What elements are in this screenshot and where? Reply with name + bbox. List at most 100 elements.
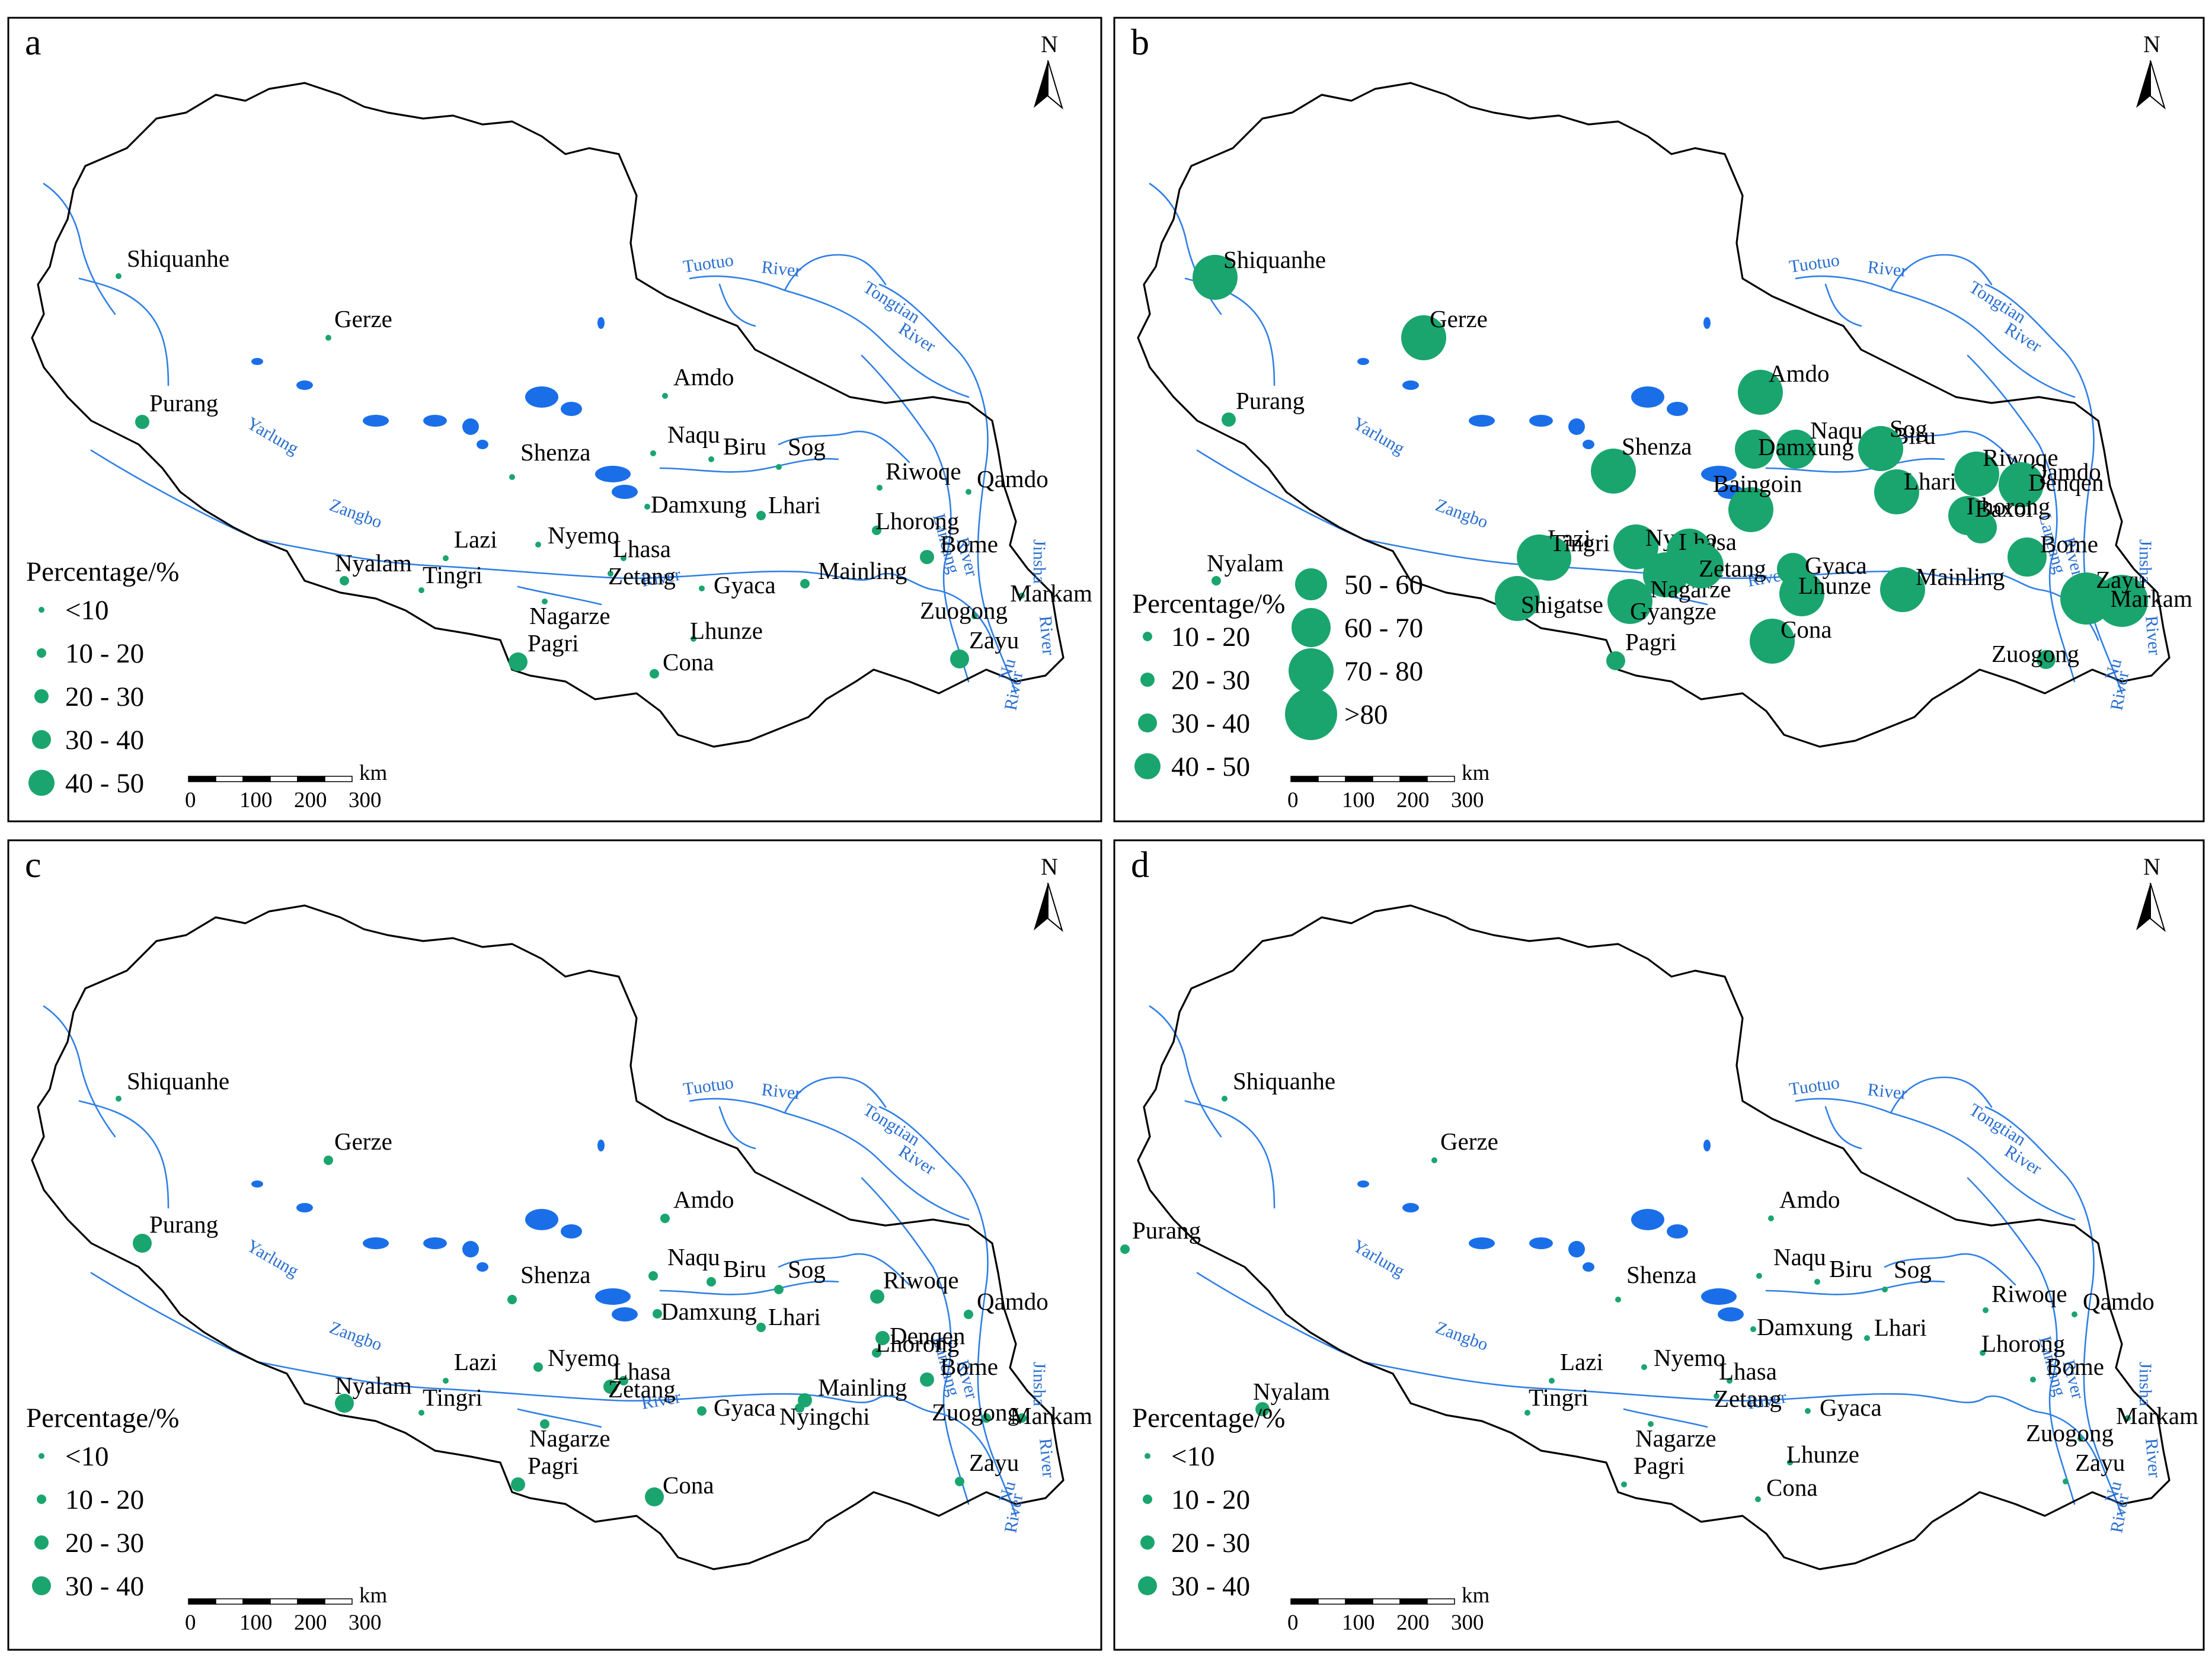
station-marker[interactable]: Nagarze: [529, 599, 610, 629]
station-dot[interactable]: [707, 1277, 716, 1287]
station-marker[interactable]: Nagarze: [529, 1419, 610, 1452]
station-dot[interactable]: [800, 579, 810, 588]
station-dot[interactable]: [691, 636, 696, 642]
station-dot[interactable]: [971, 613, 977, 619]
station-marker[interactable]: Biru: [707, 1255, 766, 1287]
station-marker[interactable]: Purang: [133, 1211, 218, 1253]
station-dot[interactable]: [2077, 1436, 2083, 1442]
station-marker[interactable]: Zuogong: [1992, 640, 2079, 669]
station-dot[interactable]: [603, 1380, 618, 1394]
station-dot[interactable]: [776, 464, 782, 470]
station-marker[interactable]: Sog: [774, 1256, 826, 1294]
station-marker[interactable]: Zetang: [1714, 1385, 1782, 1412]
station-marker[interactable]: Lhunze: [1779, 571, 1871, 616]
station-dot[interactable]: [1776, 430, 1815, 469]
station-dot[interactable]: [756, 1323, 766, 1332]
station-marker[interactable]: Amdo: [1738, 360, 1830, 415]
station-dot[interactable]: [1524, 1410, 1530, 1416]
station-dot[interactable]: [135, 415, 149, 429]
station-dot[interactable]: [1641, 1364, 1647, 1370]
station-dot[interactable]: [920, 1372, 934, 1387]
station-marker[interactable]: Lhunze: [1786, 1441, 1859, 1468]
station-dot[interactable]: [2002, 465, 2041, 504]
station-dot[interactable]: [1648, 1421, 1654, 1427]
station-dot[interactable]: [1222, 412, 1236, 427]
station-marker[interactable]: Denqen: [875, 1322, 966, 1349]
station-marker[interactable]: Gerze: [1431, 1128, 1498, 1163]
station-marker[interactable]: Lhorong: [872, 507, 959, 535]
station-dot[interactable]: [955, 1477, 964, 1486]
station-dot[interactable]: [1980, 1350, 1986, 1356]
station-marker[interactable]: Riwoqe: [870, 1266, 959, 1304]
station-dot[interactable]: [507, 1295, 517, 1304]
station-marker[interactable]: Zayu: [955, 1449, 1019, 1486]
station-marker[interactable]: Zayu: [950, 626, 1019, 668]
station-dot[interactable]: [964, 1310, 973, 1319]
station-dot[interactable]: [443, 1378, 449, 1384]
station-dot[interactable]: [1864, 1335, 1870, 1341]
station-dot[interactable]: [1814, 1279, 1820, 1285]
station-dot[interactable]: [2037, 650, 2056, 669]
station-marker[interactable]: Cona: [1750, 616, 1832, 664]
station-dot[interactable]: [870, 1289, 884, 1304]
station-marker[interactable]: Lazi: [1549, 1348, 1603, 1384]
station-dot[interactable]: [1607, 579, 1652, 624]
station-dot[interactable]: [877, 485, 883, 491]
station-marker[interactable]: Gyaca: [1777, 552, 1867, 585]
station-dot[interactable]: [1679, 543, 1724, 588]
station-dot[interactable]: [340, 576, 349, 585]
station-marker[interactable]: Nyemo: [535, 521, 619, 549]
station-dot[interactable]: [1779, 571, 1824, 616]
station-marker[interactable]: Zayu: [2063, 1449, 2125, 1484]
station-dot[interactable]: [540, 1419, 549, 1429]
station-marker[interactable]: Zayu: [2060, 566, 2146, 625]
station-dot[interactable]: [920, 550, 934, 564]
station-marker[interactable]: Cona: [645, 1471, 714, 1506]
station-dot[interactable]: [418, 587, 424, 593]
station-marker[interactable]: Lhasa: [613, 1358, 671, 1385]
station-marker[interactable]: Tingri: [1526, 529, 1610, 581]
station-dot[interactable]: [1750, 1326, 1756, 1332]
station-dot[interactable]: [509, 474, 515, 480]
station-marker[interactable]: Purang: [1222, 387, 1305, 427]
station-dot[interactable]: [872, 526, 881, 535]
station-marker[interactable]: Pagri: [1606, 628, 1677, 670]
station-dot[interactable]: [1615, 1297, 1621, 1303]
station-marker[interactable]: Nyalam: [1207, 549, 1284, 585]
station-marker[interactable]: Mainling: [798, 1374, 907, 1407]
station-dot[interactable]: [2030, 1377, 2036, 1383]
station-marker[interactable]: Bome: [2030, 1353, 2104, 1383]
station-dot[interactable]: [619, 1376, 628, 1385]
station-dot[interactable]: [1222, 1096, 1228, 1102]
station-dot[interactable]: [2008, 537, 2047, 577]
station-marker[interactable]: Shenza: [507, 1261, 590, 1304]
station-dot[interactable]: [1714, 1393, 1719, 1399]
station-dot[interactable]: [650, 450, 656, 456]
station-marker[interactable]: Gerze: [325, 305, 392, 341]
station-dot[interactable]: [1591, 449, 1636, 494]
station-marker[interactable]: Nyalam: [335, 549, 412, 585]
station-dot[interactable]: [1727, 1378, 1732, 1384]
station-marker[interactable]: Tingri: [1524, 1384, 1588, 1416]
station-marker[interactable]: Amdo: [662, 363, 734, 399]
station-marker[interactable]: Zuogong: [2026, 1419, 2114, 1447]
station-dot[interactable]: [1735, 430, 1774, 469]
station-marker[interactable]: Damxung: [1735, 430, 1854, 469]
station-dot[interactable]: [1983, 1307, 1989, 1313]
station-dot[interactable]: [1212, 576, 1221, 585]
station-marker[interactable]: Bome: [920, 530, 998, 564]
station-marker[interactable]: Pagri: [1621, 1452, 1685, 1487]
station-marker[interactable]: Nyalam: [1253, 1378, 1330, 1416]
station-dot[interactable]: [1965, 511, 1997, 543]
station-dot[interactable]: [418, 1410, 424, 1416]
station-marker[interactable]: Riwoqe: [1983, 1280, 2067, 1313]
station-dot[interactable]: [608, 571, 613, 577]
station-marker[interactable]: Gyaca: [699, 571, 776, 599]
station-marker[interactable]: Denqen: [2002, 465, 2104, 504]
station-dot[interactable]: [644, 504, 650, 510]
station-dot[interactable]: [1768, 1215, 1774, 1221]
station-marker[interactable]: Nyalam: [335, 1372, 412, 1413]
station-dot[interactable]: [662, 393, 668, 399]
station-dot[interactable]: [699, 585, 705, 591]
station-dot[interactable]: [1755, 1496, 1761, 1502]
